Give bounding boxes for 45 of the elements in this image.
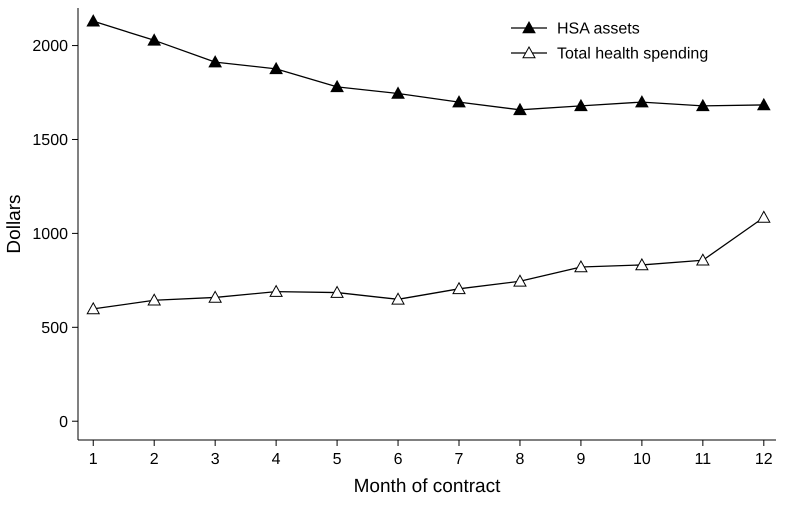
x-tick-label: 7	[454, 451, 464, 468]
point	[513, 103, 526, 116]
point	[208, 56, 222, 68]
point	[330, 80, 344, 92]
point	[148, 34, 161, 46]
x-tick-label: 3	[210, 451, 220, 468]
x-tick-label: 2	[150, 451, 159, 468]
x-tick-label: 10	[632, 451, 651, 468]
point	[696, 254, 710, 266]
point	[635, 96, 648, 108]
point	[757, 98, 770, 110]
y-tick-label: 1500	[32, 132, 68, 150]
y-tick-label: 1000	[32, 226, 68, 243]
point	[208, 290, 222, 303]
y-tick-label: 500	[41, 320, 68, 337]
x-tick-label: 5	[332, 451, 342, 468]
legend-label: HSA assets	[557, 20, 640, 38]
x-tick-label: 6	[394, 451, 403, 468]
point	[392, 86, 405, 99]
point	[86, 14, 100, 26]
point	[392, 292, 405, 305]
x-tick-label: 11	[694, 451, 712, 468]
point	[270, 285, 283, 297]
point	[513, 274, 526, 287]
x-tick-label: 8	[516, 451, 525, 468]
x-tick-label: 1	[88, 451, 98, 468]
x-tick-label: 9	[576, 451, 586, 468]
y-tick-label: 2000	[32, 38, 68, 56]
point	[574, 99, 588, 112]
point	[452, 282, 466, 294]
point	[757, 210, 770, 223]
point	[452, 96, 466, 108]
x-tick-label: 4	[272, 451, 281, 468]
point	[148, 294, 161, 306]
legend-label: Total health spending	[557, 46, 708, 63]
point	[635, 258, 648, 270]
point	[574, 260, 588, 272]
point	[330, 286, 344, 298]
y-tick-label: 0	[59, 414, 68, 431]
x-tick-label: 12	[754, 451, 773, 468]
point	[696, 99, 710, 112]
point	[86, 302, 100, 314]
y-axis-title: Dollars	[4, 194, 25, 254]
point	[270, 62, 283, 74]
x-axis-title: Month of contract	[354, 476, 502, 497]
